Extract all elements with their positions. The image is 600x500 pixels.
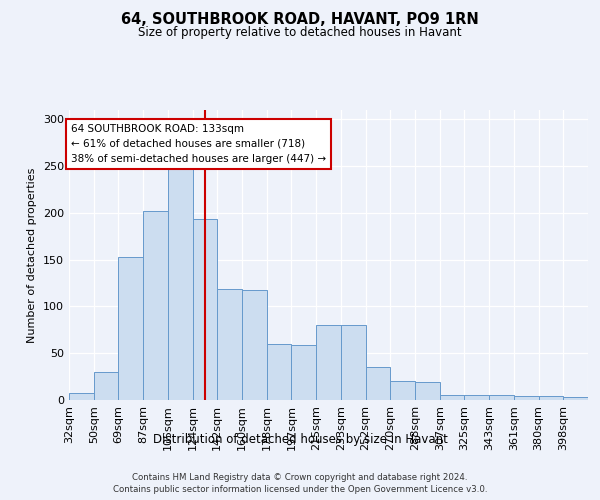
Bar bbox=[316, 325, 341, 400]
Bar bbox=[365, 368, 390, 400]
Y-axis label: Number of detached properties: Number of detached properties bbox=[28, 168, 37, 342]
Bar bbox=[563, 397, 588, 400]
Bar bbox=[193, 220, 217, 400]
Bar bbox=[415, 382, 440, 400]
Bar bbox=[168, 166, 193, 400]
Bar bbox=[390, 382, 415, 400]
Bar bbox=[242, 290, 267, 400]
Text: Distribution of detached houses by size in Havant: Distribution of detached houses by size … bbox=[152, 432, 448, 446]
Text: 64 SOUTHBROOK ROAD: 133sqm
← 61% of detached houses are smaller (718)
38% of sem: 64 SOUTHBROOK ROAD: 133sqm ← 61% of deta… bbox=[71, 124, 326, 164]
Text: Contains HM Land Registry data © Crown copyright and database right 2024.: Contains HM Land Registry data © Crown c… bbox=[132, 472, 468, 482]
Text: Size of property relative to detached houses in Havant: Size of property relative to detached ho… bbox=[138, 26, 462, 39]
Bar bbox=[267, 344, 292, 400]
Text: Contains public sector information licensed under the Open Government Licence v3: Contains public sector information licen… bbox=[113, 485, 487, 494]
Text: 64, SOUTHBROOK ROAD, HAVANT, PO9 1RN: 64, SOUTHBROOK ROAD, HAVANT, PO9 1RN bbox=[121, 12, 479, 28]
Bar bbox=[118, 257, 143, 400]
Bar bbox=[341, 325, 365, 400]
Bar bbox=[69, 394, 94, 400]
Bar bbox=[292, 345, 316, 400]
Bar bbox=[143, 211, 168, 400]
Bar bbox=[489, 396, 514, 400]
Bar bbox=[539, 396, 563, 400]
Bar bbox=[514, 396, 539, 400]
Bar bbox=[94, 372, 118, 400]
Bar bbox=[464, 396, 489, 400]
Bar bbox=[217, 288, 242, 400]
Bar bbox=[440, 396, 464, 400]
